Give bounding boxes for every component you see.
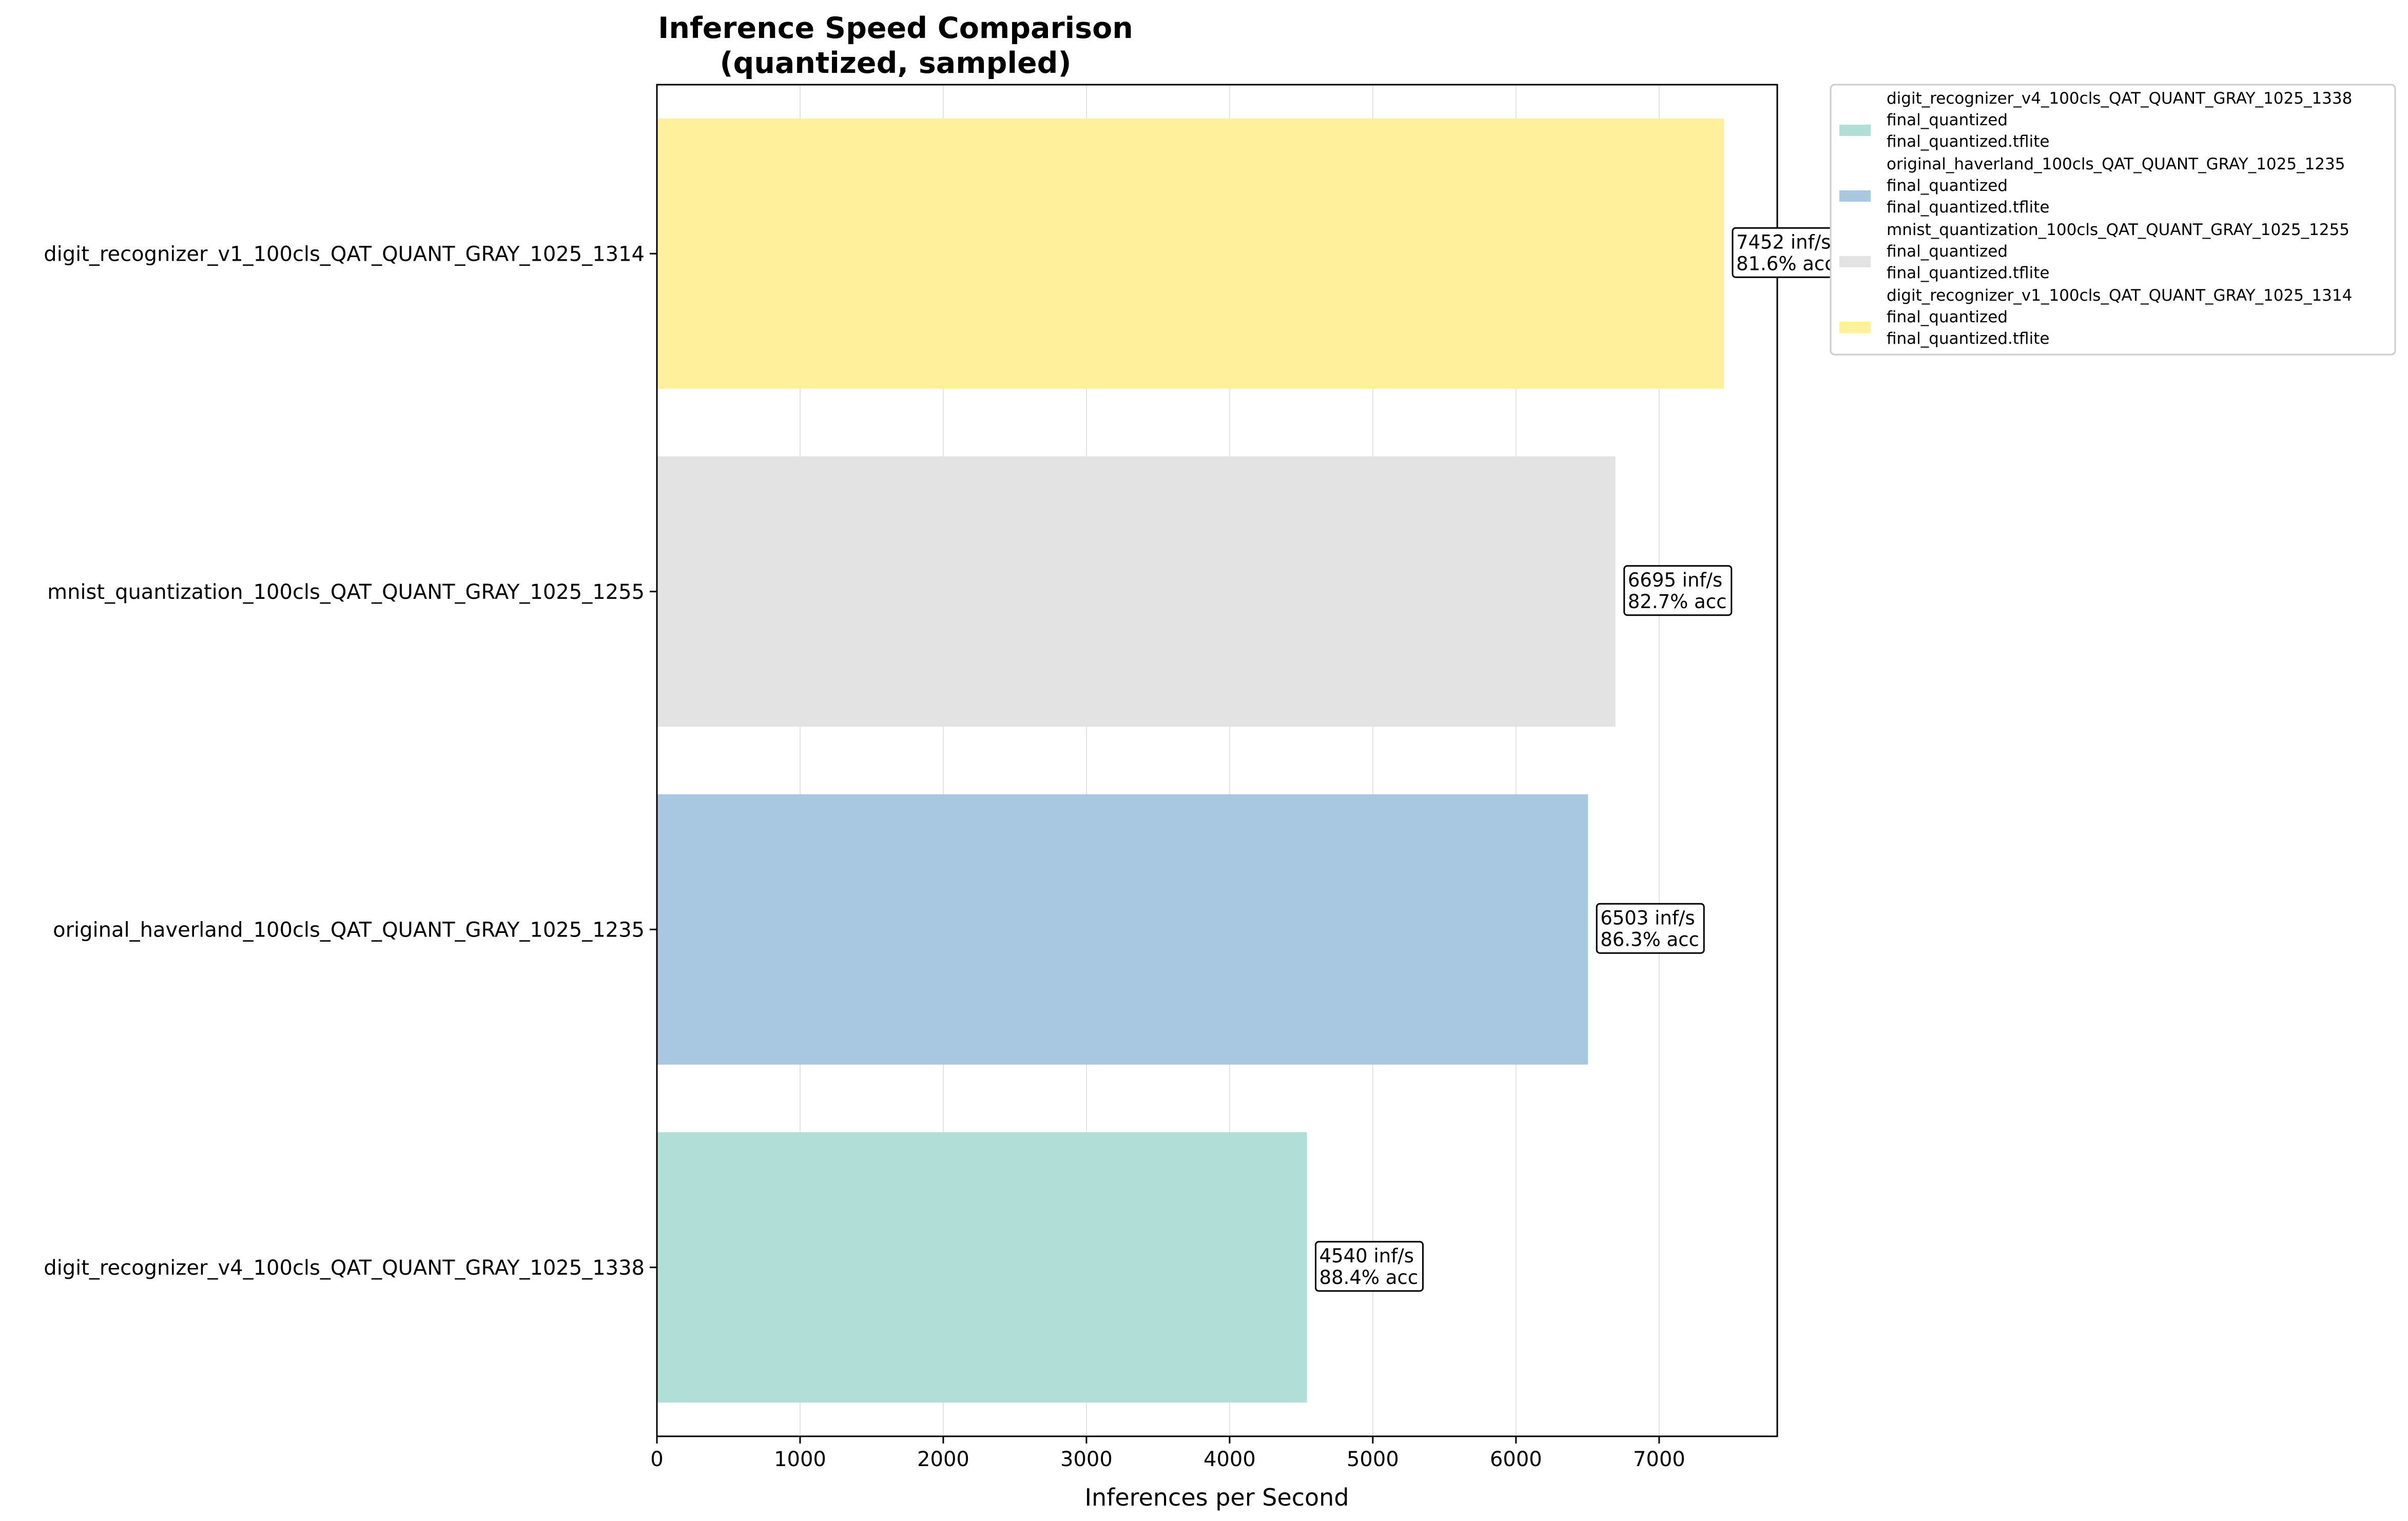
- data-label: 82.7% acc: [1628, 591, 1727, 613]
- legend-swatch: [1839, 322, 1871, 333]
- legend-entry-text: original_haverland_100cls_QAT_QUANT_GRAY…: [1887, 155, 2345, 173]
- bar: [657, 456, 1616, 727]
- legend-entry-text: final_quantized.tflite: [1887, 132, 2049, 151]
- legend-swatch: [1839, 125, 1871, 136]
- legend-swatch: [1839, 256, 1871, 267]
- data-label: 6503 inf/s: [1600, 907, 1695, 929]
- legend-items: digit_recognizer_v4_100cls_QAT_QUANT_GRA…: [1839, 89, 2352, 348]
- x-tick-label: 5000: [1347, 1448, 1399, 1471]
- plot-frame: [656, 84, 1778, 1437]
- y-tick-label: mnist_quantization_100cls_QAT_QUANT_GRAY…: [47, 580, 645, 604]
- legend-entry-text: digit_recognizer_v4_100cls_QAT_QUANT_GRA…: [1887, 89, 2352, 108]
- legend-entry-text: final_quantized: [1887, 111, 2008, 129]
- legend-entry-text: mnist_quantization_100cls_QAT_QUANT_GRAY…: [1887, 221, 2349, 239]
- x-tick-label: 7000: [1633, 1448, 1685, 1471]
- legend-entry-text: final_quantized: [1887, 177, 2008, 195]
- data-label-box: [1623, 565, 1733, 616]
- x-axis-ticks: 0 1000 2000 3000 4000 5000 6000 7000: [650, 1436, 1685, 1471]
- legend-frame: [1830, 84, 2396, 356]
- data-label-box: [1596, 903, 1705, 954]
- legend-entry-text: final_quantized.tflite: [1887, 264, 2049, 282]
- y-tick-label: digit_recognizer_v1_100cls_QAT_QUANT_GRA…: [44, 242, 645, 266]
- legend-entry-text: digit_recognizer_v1_100cls_QAT_QUANT_GRA…: [1887, 286, 2352, 305]
- data-label: 7452 inf/s: [1736, 231, 1831, 253]
- y-tick-label: digit_recognizer_v4_100cls_QAT_QUANT_GRA…: [44, 1256, 645, 1280]
- legend: digit_recognizer_v4_100cls_QAT_QUANT_GRA…: [1830, 84, 2396, 356]
- x-tick-label: 3000: [1060, 1448, 1113, 1471]
- data-label: 86.3% acc: [1600, 928, 1699, 950]
- bar: [657, 794, 1588, 1065]
- data-label: 81.6% acc: [1736, 252, 1835, 275]
- y-tick-label: original_haverland_100cls_QAT_QUANT_GRAY…: [53, 918, 645, 942]
- data-label: 4540 inf/s: [1319, 1245, 1414, 1267]
- bar: [657, 1132, 1307, 1403]
- bars: [657, 118, 1724, 1403]
- legend-entry-text: final_quantized: [1887, 308, 2008, 326]
- x-tick-label: 0: [650, 1448, 663, 1471]
- legend-entry-text: final_quantized.tflite: [1887, 198, 2049, 217]
- legend-entry-text: final_quantized.tflite: [1887, 329, 2049, 348]
- data-label: 6695 inf/s: [1628, 569, 1722, 591]
- data-label: 88.4% acc: [1319, 1266, 1419, 1289]
- bar: [657, 118, 1724, 389]
- legend-swatch: [1839, 190, 1871, 202]
- bar-data-labels: 4540 inf/s88.4% acc 6503 inf/s86.3% acc 66…: [1315, 227, 1841, 1292]
- x-axis-label: Inferences per Second: [1084, 1484, 1349, 1511]
- x-tick-label: 2000: [917, 1448, 969, 1471]
- y-axis-ticks: digit_recognizer_v4_100cls_QAT_QUANT_GRA…: [44, 242, 657, 1280]
- legend-entry-text: final_quantized: [1887, 242, 2008, 261]
- x-tick-label: 6000: [1490, 1448, 1542, 1471]
- data-label-box: [1315, 1241, 1424, 1292]
- x-tick-label: 1000: [774, 1448, 826, 1471]
- x-tick-label: 4000: [1203, 1448, 1256, 1471]
- chart-title-line-1: Inference Speed Comparison: [658, 11, 1133, 45]
- chart-title-line-2: (quantized, sampled): [720, 46, 1071, 80]
